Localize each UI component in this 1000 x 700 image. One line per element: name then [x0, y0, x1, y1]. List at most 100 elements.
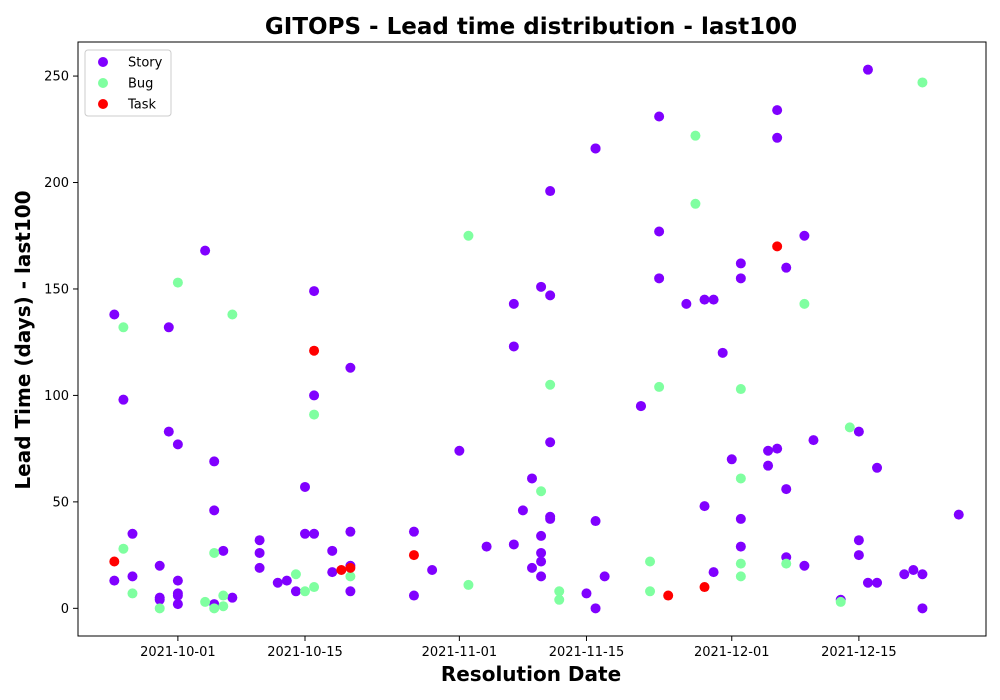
story-point — [853, 426, 864, 437]
story-point — [735, 258, 746, 269]
bug-point — [554, 594, 565, 605]
story-point — [209, 505, 220, 516]
bug-point — [227, 309, 238, 320]
story-point — [581, 588, 592, 599]
bug-point — [844, 422, 855, 433]
bug-point — [536, 486, 547, 497]
story-point — [427, 565, 438, 575]
story-point — [172, 588, 183, 599]
story-point — [281, 575, 292, 586]
bug-point — [118, 322, 129, 333]
legend: Story Bug Task — [84, 49, 172, 117]
bug-point — [118, 543, 129, 554]
bug-point — [172, 277, 183, 288]
bug-point — [300, 586, 310, 597]
story-point — [681, 298, 692, 309]
story-point — [309, 390, 320, 401]
story-point — [772, 443, 783, 454]
story-point — [726, 454, 737, 465]
series-bug — [118, 77, 928, 614]
story-point — [545, 513, 556, 524]
story-point — [408, 526, 419, 537]
bug-point — [345, 571, 356, 582]
x-tick-label: 2021-12-01 — [694, 645, 770, 660]
bug-point — [545, 379, 556, 390]
story-point — [953, 509, 964, 520]
x-tick-label: 2021-11-01 — [422, 645, 498, 660]
bug-point — [218, 601, 229, 612]
story-point — [545, 186, 556, 197]
story-point — [853, 550, 864, 561]
x-tick-label: 2021-10-15 — [267, 645, 343, 660]
legend-box — [84, 49, 172, 117]
bug-point — [735, 571, 746, 582]
story-point — [200, 245, 211, 256]
x-tick-label: 2021-10-01 — [140, 645, 216, 660]
story-point — [772, 132, 783, 143]
story-point — [345, 362, 356, 373]
story-point — [590, 603, 601, 614]
bug-point — [835, 596, 846, 607]
story-point — [527, 473, 537, 484]
story-point — [454, 445, 465, 456]
task-point — [663, 590, 674, 601]
story-point — [109, 309, 120, 320]
story-point — [590, 143, 601, 154]
bug-point — [781, 558, 792, 569]
bug-point — [735, 473, 746, 484]
legend-marker-bug — [98, 78, 108, 88]
y-axis-label: Lead Time (days) - last100 — [11, 190, 35, 489]
task-point — [345, 562, 356, 573]
x-axis-ticks: 2021-10-01 2021-10-15 2021-11-01 2021-11-15… — [140, 636, 897, 660]
y-tick-label: 150 — [44, 282, 69, 297]
bug-point — [218, 590, 229, 601]
story-point — [699, 294, 710, 305]
x-axis-label: Resolution Date — [441, 662, 621, 686]
task-point — [309, 345, 320, 356]
y-tick-label: 0 — [61, 602, 69, 617]
story-point — [508, 298, 519, 309]
story-point — [536, 547, 547, 558]
legend-label-story: Story — [128, 56, 163, 71]
story-point — [808, 435, 819, 446]
story-point — [536, 281, 547, 292]
story-point — [654, 226, 665, 237]
story-point — [853, 535, 864, 546]
bug-point — [127, 588, 138, 599]
story-point — [862, 577, 873, 588]
plot-frame — [77, 41, 987, 637]
legend-label-task: Task — [127, 98, 157, 113]
story-point — [118, 394, 129, 405]
story-point — [862, 64, 873, 75]
story-point — [917, 569, 928, 580]
story-point — [163, 426, 174, 437]
story-point — [763, 445, 774, 456]
story-point — [872, 577, 883, 588]
bug-point — [209, 547, 220, 558]
plot-area — [77, 41, 987, 637]
series-task — [109, 241, 783, 601]
legend-marker-story — [98, 57, 108, 67]
story-point — [172, 575, 183, 586]
task-point — [408, 550, 419, 561]
story-point — [127, 528, 138, 539]
legend-label-bug: Bug — [128, 77, 153, 92]
story-point — [599, 571, 610, 582]
bug-point — [309, 582, 320, 593]
story-point — [172, 599, 183, 610]
bug-point — [209, 603, 220, 614]
bug-point — [690, 198, 701, 209]
story-point — [127, 571, 138, 582]
story-point — [327, 545, 338, 556]
bug-point — [735, 558, 746, 569]
story-point — [590, 516, 601, 527]
story-point — [345, 526, 356, 537]
y-axis-ticks: 0 50 100 150 200 250 — [44, 70, 78, 617]
bug-point — [654, 381, 665, 392]
story-point — [527, 562, 537, 573]
y-tick-label: 50 — [52, 495, 69, 510]
bug-point — [645, 586, 656, 597]
story-point — [735, 273, 746, 284]
story-point — [536, 530, 547, 541]
bug-point — [463, 579, 474, 590]
